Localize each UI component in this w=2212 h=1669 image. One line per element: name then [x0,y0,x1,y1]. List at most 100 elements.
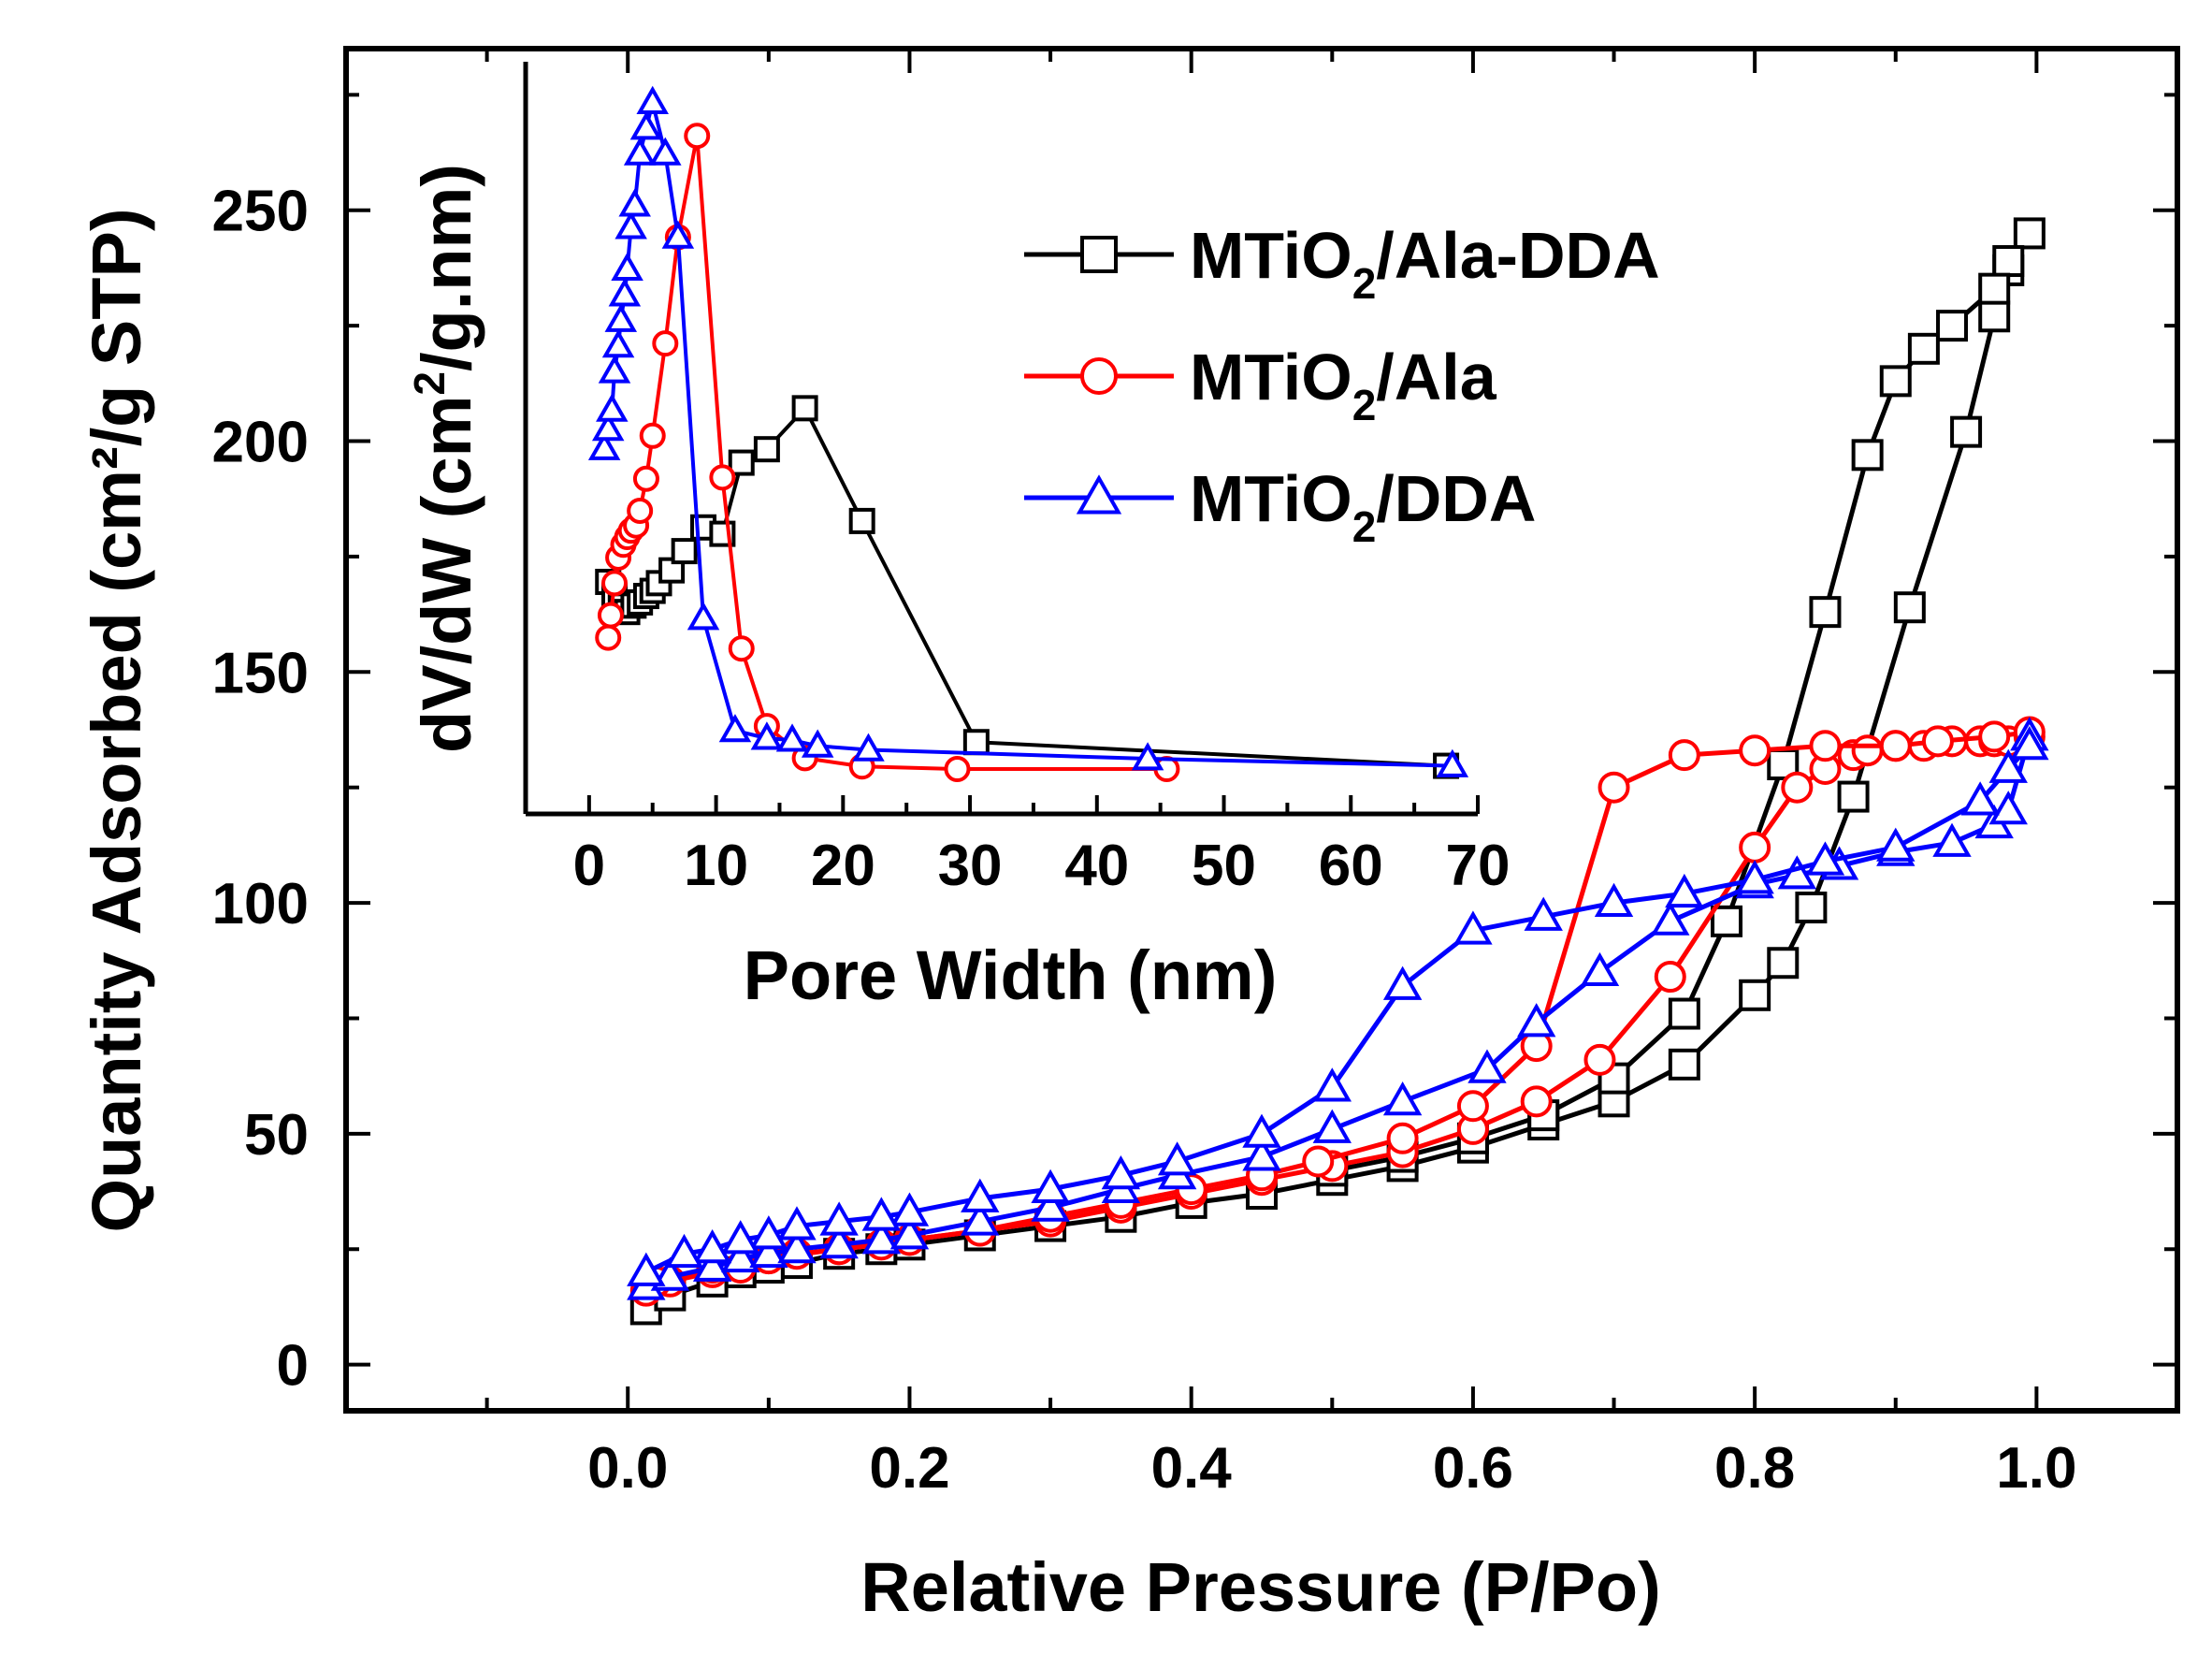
inset-data-point [608,278,642,307]
inset-data-point [649,137,682,166]
main-y-tick-label: 150 [212,641,309,705]
main-data-point [1739,734,1771,767]
inset-x-tick-label: 30 [938,834,1003,898]
inset-data-point [614,210,647,239]
main-data-point [1242,1113,1281,1148]
inset-data-point [591,413,625,442]
main-data-point [1739,831,1771,864]
main-data-point [1795,892,1828,924]
main-data-point [721,1238,760,1273]
main-data-point [1739,979,1771,1011]
inset-axes: 0 10 20 30 40 50 60 70 [523,62,1511,898]
main-data-point [819,1201,859,1236]
main-data-point [749,1215,788,1250]
inset-data-point [596,393,629,422]
inset-data-point [629,111,663,140]
main-data-point [627,1252,666,1286]
main-data-point [1907,332,1940,365]
main-data-point [1302,1145,1335,1178]
main-data-point [1988,748,2028,783]
inset-data-point [597,602,624,629]
inset-data-point [791,395,818,422]
legend-label: MTiO2/DDA [1190,462,1536,551]
main-data-point [777,1228,817,1264]
main-data-point [819,1225,859,1259]
main-data-point [1583,1043,1616,1076]
main-y-tick-label: 50 [244,1103,309,1168]
main-data-point [1960,781,2000,816]
main-data-point [1654,961,1686,994]
inset-y-title-tail: /g.nm) [408,164,485,371]
inset-x-tick-label: 70 [1446,834,1511,898]
main-data-point [1767,947,1800,980]
inset-data-point [671,538,698,565]
main-x-tick-label: 0.2 [869,1436,949,1501]
main-data-point [1735,860,1774,894]
main-data-point [1453,910,1493,945]
main-x-tick-label: 0.0 [587,1436,668,1501]
main-x-tick-label: 0.8 [1714,1436,1795,1501]
main-data-point [1101,1155,1141,1190]
inset-data-point [1436,748,1469,777]
inset-data-point [753,436,780,463]
legend-label: MTiO2/Ala-DDA [1190,219,1660,308]
inset-data-point [687,602,720,631]
main-data-point [1382,1081,1423,1116]
main-series-line [1331,231,2031,1173]
inset-data-point [718,714,752,743]
main-data-point [1837,780,1870,813]
main-data-point [777,1206,817,1241]
main-series-5 [627,725,2049,1286]
main-data-point [1809,730,1842,762]
main-y-tick-label: 250 [212,180,309,244]
main-data-point [1520,1085,1553,1118]
main-data-point [961,1178,1000,1212]
main-data-point [1805,841,1845,876]
main-data-point [961,1201,1000,1236]
main-data-point [664,1233,704,1269]
inset-data-point [801,729,834,758]
main-data-point [1879,365,1912,398]
inset-series-1 [595,123,1180,782]
inset-data-point [587,431,621,460]
main-x-tick-label: 0.6 [1433,1436,1513,1501]
legend-marker [1080,357,1118,395]
main-data-point [1809,596,1842,629]
main-y-tick-label: 0 [277,1334,309,1399]
main-axis-ticks [346,49,2177,1411]
inset-data-point [848,507,875,534]
main-data-point [1312,1109,1352,1143]
inset-series-group [587,85,1469,782]
legend: MTiO2/Ala-DDA MTiO2/Ala MTiO2/DDA [1024,219,1660,551]
inset-data-point [775,723,809,752]
inset-x-tick-label: 40 [1064,834,1129,898]
main-data-point [1594,882,1634,918]
main-data-point [692,1228,732,1264]
main-series-line [644,735,2032,1289]
main-data-point [1665,873,1704,908]
legend-entry-2: MTiO2/DDA [1024,462,1536,551]
inset-data-point [652,330,679,357]
inset-data-point [639,422,666,449]
main-data-point [1932,822,1972,857]
main-data-point [1988,791,2028,825]
main-data-point [1524,896,1563,931]
inset-data-point [750,721,784,750]
main-data-point [749,1233,788,1269]
main-data-point [889,1192,930,1226]
main-data-point [1978,720,2011,753]
legend-marker [1080,236,1118,273]
inset-data-point [623,137,657,166]
main-data-point [1978,300,2011,333]
main-data-point [2010,725,2049,761]
main-data-point [1242,1137,1281,1171]
inset-x-axis-title: Pore Width (nm) [744,936,1278,1014]
main-data-point [1851,734,1884,767]
main-data-point [1467,1049,1507,1083]
inset-series-line [602,100,1453,768]
legend-entry-1: MTiO2/Ala [1024,341,1497,429]
inset-data-point [618,188,651,217]
inset-y-title-main: dV/dW (cm [408,396,485,753]
main-data-point [1851,439,1884,472]
inset-y-axis-title: dV/dW (cm2/g.nm) [405,164,485,753]
